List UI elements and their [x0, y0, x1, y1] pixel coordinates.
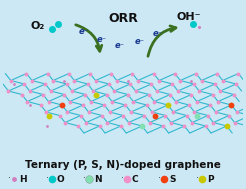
- Text: ·: ·: [83, 174, 86, 184]
- Text: e⁻: e⁻: [96, 35, 107, 43]
- FancyArrowPatch shape: [76, 25, 102, 51]
- Text: ·: ·: [8, 174, 11, 184]
- Text: S: S: [169, 174, 176, 184]
- Text: O: O: [57, 174, 64, 184]
- Text: N: N: [94, 174, 102, 184]
- Text: OH⁻: OH⁻: [177, 12, 201, 22]
- Text: ORR: ORR: [108, 12, 138, 26]
- Text: e⁻: e⁻: [115, 40, 125, 50]
- Text: ·: ·: [196, 174, 199, 184]
- Text: e⁻: e⁻: [135, 37, 145, 46]
- Text: ·: ·: [121, 174, 124, 184]
- Text: H: H: [19, 174, 27, 184]
- FancyArrowPatch shape: [148, 26, 176, 56]
- Text: ·: ·: [158, 174, 161, 184]
- Text: C: C: [132, 174, 138, 184]
- Text: Ternary (P, S, N)-doped graphene: Ternary (P, S, N)-doped graphene: [25, 160, 221, 170]
- Text: P: P: [207, 174, 214, 184]
- Text: O₂: O₂: [30, 21, 44, 31]
- Text: ·: ·: [46, 174, 49, 184]
- Text: e⁻: e⁻: [79, 28, 89, 36]
- Text: e⁻: e⁻: [152, 29, 162, 39]
